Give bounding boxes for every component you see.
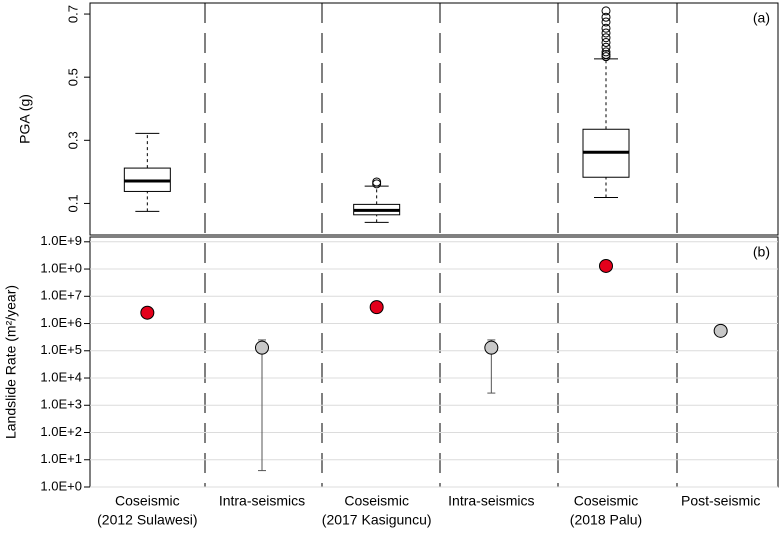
y-tick-label: 1.0E+9 xyxy=(40,233,82,248)
y-tick-label: 0.5 xyxy=(65,68,80,86)
outlier xyxy=(372,177,382,187)
y-tick-label: 1.0E+1 xyxy=(40,451,82,466)
y-tick-label: 1.0E+7 xyxy=(40,288,82,303)
x-tick-label: (2018 Palu) xyxy=(570,512,642,528)
x-tick-label: Coseismic xyxy=(344,493,409,509)
outlier xyxy=(601,23,611,33)
y-tick-label: 0.1 xyxy=(65,194,80,212)
y-tick-label: 1.0E+5 xyxy=(40,342,82,357)
x-tick-label: Coseismic xyxy=(574,493,639,509)
y-tick-label: 1.0E+0 xyxy=(40,260,82,275)
outlier xyxy=(601,52,611,62)
x-tick-label: Post-seismic xyxy=(681,493,760,509)
outlier xyxy=(601,49,611,59)
dot xyxy=(484,340,499,355)
dot xyxy=(713,323,728,338)
outlier xyxy=(601,28,611,38)
dot xyxy=(255,340,269,355)
outlier xyxy=(372,179,382,189)
outlier xyxy=(601,12,611,22)
y-axis-label: PGA (g) xyxy=(17,94,33,144)
y-tick-label: 1.0E+6 xyxy=(40,315,82,330)
y-tick-label: 0.7 xyxy=(65,5,80,23)
outlier xyxy=(601,17,611,27)
y-tick-label: 1.0E+2 xyxy=(40,424,82,439)
y-tick-label: 1.0E+0 xyxy=(40,478,82,493)
y-tick-label: 0.3 xyxy=(65,131,80,149)
y-tick-label: 1.0E+3 xyxy=(40,397,82,412)
outlier xyxy=(601,42,611,52)
panel-frame xyxy=(89,2,779,236)
dot xyxy=(140,305,155,320)
x-tick-label: Intra-seismics xyxy=(448,493,534,509)
dot xyxy=(369,300,384,315)
outlier xyxy=(601,6,611,16)
outlier xyxy=(601,47,611,57)
x-tick-label: (2017 Kasiguncu) xyxy=(322,512,432,528)
panel-annotation: (a) xyxy=(753,10,770,26)
y-axis-label: Landslide Rate (m²/year) xyxy=(3,285,19,439)
outlier xyxy=(601,33,611,43)
x-tick-label: Coseismic xyxy=(115,493,180,509)
y-tick-label: 1.0E+4 xyxy=(40,369,82,384)
x-tick-label: Intra-seismics xyxy=(219,493,305,509)
outlier xyxy=(601,37,611,47)
dot xyxy=(599,258,613,273)
panel-annotation: (b) xyxy=(753,244,770,260)
x-tick-label: (2012 Sulawesi) xyxy=(97,512,197,528)
separators xyxy=(204,3,678,487)
panel-frame xyxy=(89,236,779,488)
